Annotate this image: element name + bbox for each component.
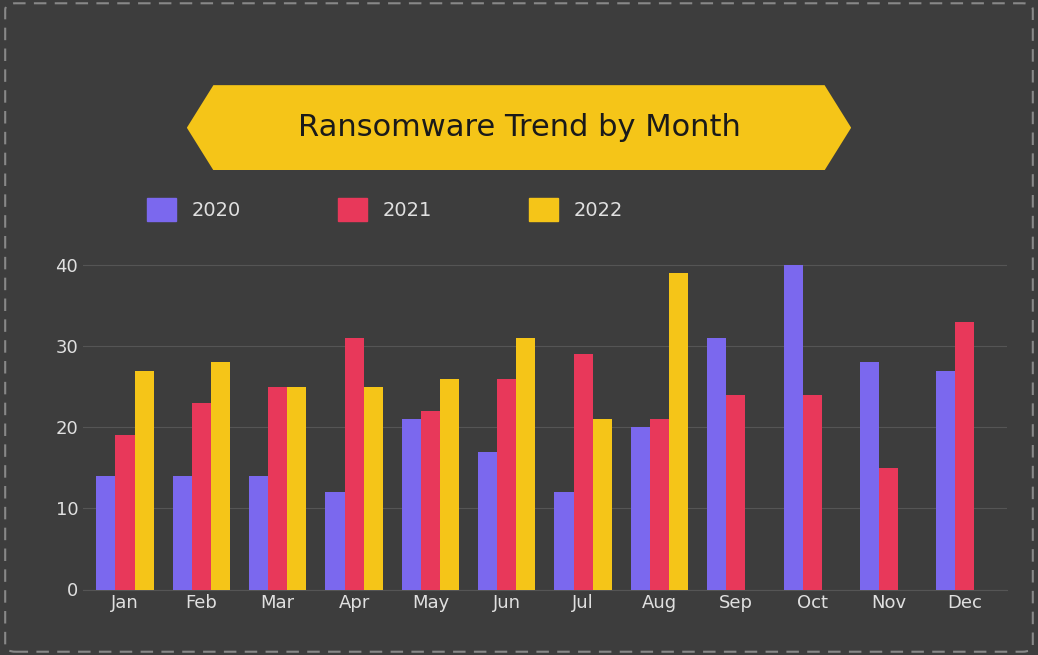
Bar — [955, 322, 975, 590]
Bar — [479, 452, 497, 590]
Bar — [135, 371, 154, 590]
Bar — [802, 395, 822, 590]
Bar — [516, 338, 536, 590]
Bar — [879, 468, 898, 590]
Legend: 2020, 2021, 2022: 2020, 2021, 2022 — [139, 190, 631, 229]
Bar — [727, 395, 745, 590]
Bar — [670, 273, 688, 590]
Bar — [192, 403, 211, 590]
Bar — [172, 476, 192, 590]
Polygon shape — [187, 85, 851, 170]
Bar — [574, 354, 593, 590]
Bar — [97, 476, 115, 590]
Bar — [326, 492, 345, 590]
Bar — [631, 427, 650, 590]
Text: Ransomware Trend by Month: Ransomware Trend by Month — [298, 113, 740, 142]
Bar — [593, 419, 611, 590]
Bar — [650, 419, 670, 590]
Bar — [211, 362, 230, 590]
Bar — [440, 379, 459, 590]
Bar — [363, 386, 383, 590]
Bar — [402, 419, 420, 590]
Bar — [497, 379, 516, 590]
Bar — [784, 265, 802, 590]
Bar — [707, 338, 727, 590]
Bar — [288, 386, 306, 590]
Bar — [268, 386, 288, 590]
Bar — [249, 476, 268, 590]
Bar — [345, 338, 363, 590]
Bar — [420, 411, 440, 590]
Bar — [859, 362, 879, 590]
Bar — [115, 436, 135, 590]
Bar — [936, 371, 955, 590]
Bar — [554, 492, 574, 590]
